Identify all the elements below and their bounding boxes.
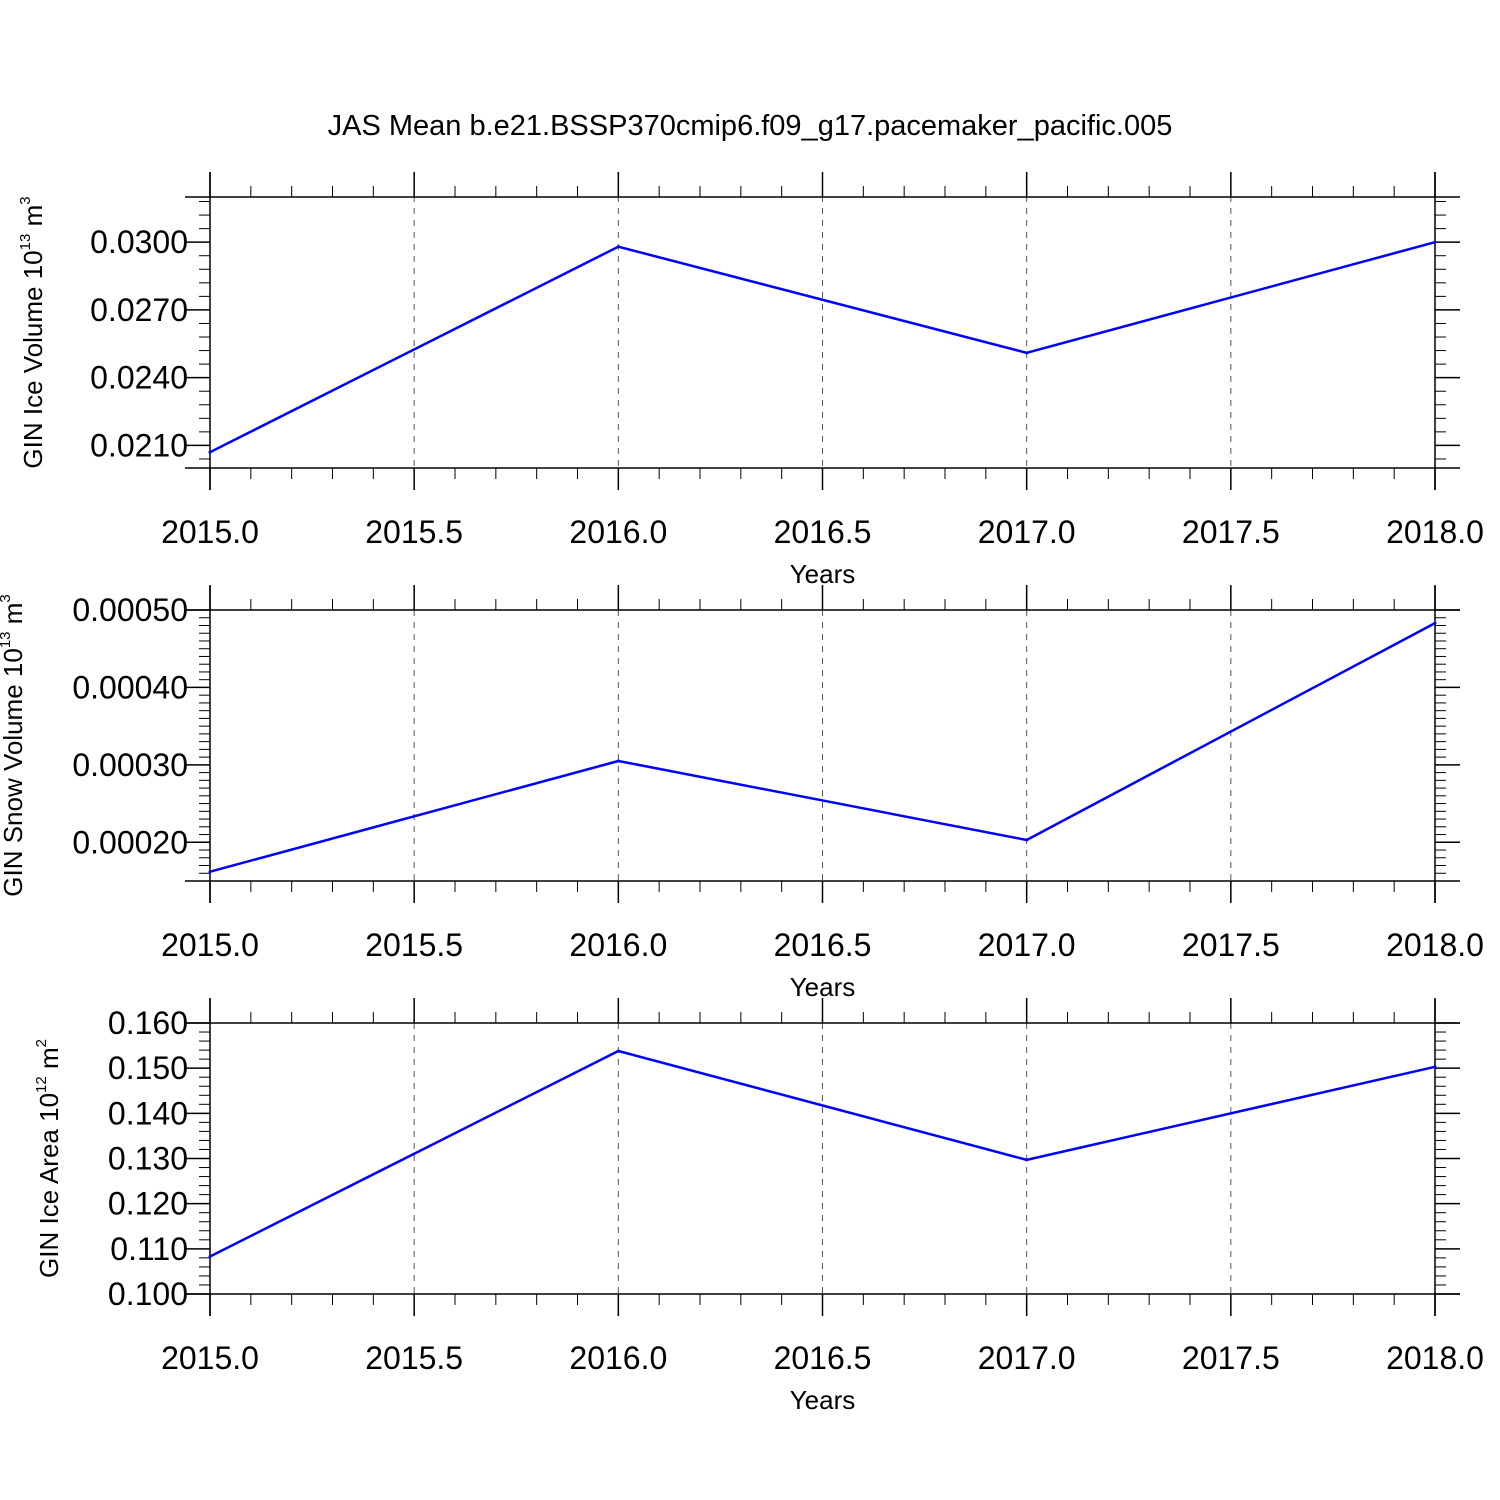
y-tick-label: 0.110 bbox=[110, 1231, 188, 1267]
x-tick-label: 2017.0 bbox=[978, 514, 1076, 550]
y-axis-title: GIN Ice Area 1012 m2 bbox=[33, 1039, 64, 1278]
series-line bbox=[209, 240, 1436, 454]
data-point bbox=[1025, 838, 1029, 842]
x-tick-label: 2017.5 bbox=[1182, 514, 1280, 550]
y-axis-title-text: GIN Snow Volume 10 bbox=[0, 648, 28, 897]
y-axis-title: GIN Snow Volume 1013 m3 bbox=[0, 594, 28, 897]
x-axis-title: Years bbox=[790, 972, 856, 1002]
y-tick-label: 0.0300 bbox=[90, 224, 188, 260]
data-point bbox=[208, 1255, 212, 1259]
y-axis-title-text: GIN Ice Volume 10 bbox=[18, 250, 48, 468]
y-tick-label: 0.100 bbox=[108, 1276, 188, 1312]
chart-panel-2: 2015.0 2015.5 2016.0 2016.5 2017.0 2017.5 2018… bbox=[0, 585, 1484, 1002]
x-tick-label: 2016.0 bbox=[569, 1340, 667, 1376]
panels: 2015.0 2015.5 2016.0 2016.5 2017.0 2017.5 2018… bbox=[0, 172, 1484, 1415]
x-tick-label: 2017.0 bbox=[978, 1340, 1076, 1376]
x-axis-title: Years bbox=[790, 1385, 856, 1415]
data-point bbox=[616, 759, 620, 763]
x-tick-label: 2015.0 bbox=[161, 1340, 259, 1376]
y-tick-label: 0.140 bbox=[108, 1095, 188, 1131]
y-axis-title-unit: m bbox=[0, 603, 28, 632]
x-tick-label: 2016.5 bbox=[774, 927, 872, 963]
x-tick-label: 2017.5 bbox=[1182, 927, 1280, 963]
x-axis-title: Years bbox=[790, 559, 856, 589]
x-tick-label: 2018.0 bbox=[1386, 514, 1484, 550]
data-point bbox=[1025, 1158, 1029, 1162]
y-tick-label: 0.0270 bbox=[90, 292, 188, 328]
y-tick-label: 0.130 bbox=[108, 1141, 188, 1177]
x-tick-label: 2015.0 bbox=[161, 927, 259, 963]
x-tick-label: 2017.5 bbox=[1182, 1340, 1280, 1376]
y-axis-title-exp1: 13 bbox=[17, 234, 34, 251]
y-tick-label: 0.00050 bbox=[72, 592, 188, 628]
data-point bbox=[1433, 621, 1437, 625]
x-tick-label: 2017.0 bbox=[978, 927, 1076, 963]
chart-panel-1: 2015.0 2015.5 2016.0 2016.5 2017.0 2017.5 2018… bbox=[17, 172, 1484, 589]
y-tick-label: 0.0210 bbox=[90, 427, 188, 463]
data-point bbox=[616, 245, 620, 249]
y-tick-label: 0.150 bbox=[108, 1050, 188, 1086]
y-axis-title-unit: m bbox=[34, 1047, 64, 1076]
y-tick-label: 0.00020 bbox=[72, 824, 188, 860]
data-point bbox=[208, 870, 212, 874]
data-point bbox=[208, 450, 212, 454]
x-tick-label: 2015.0 bbox=[161, 514, 259, 550]
x-tick-label: 2015.5 bbox=[365, 927, 463, 963]
y-axis-title-exp2: 3 bbox=[0, 594, 14, 602]
x-tick-label: 2016.0 bbox=[569, 927, 667, 963]
x-tick-label: 2016.0 bbox=[569, 514, 667, 550]
x-tick-label: 2015.5 bbox=[365, 514, 463, 550]
x-tick-label: 2015.5 bbox=[365, 1340, 463, 1376]
y-tick-label: 0.00040 bbox=[72, 669, 188, 705]
x-tick-label: 2016.5 bbox=[774, 514, 872, 550]
figure-title: JAS Mean b.e21.BSSP370cmip6.f09_g17.pace… bbox=[328, 110, 1173, 142]
series-line bbox=[209, 622, 1436, 873]
y-axis-title-text: GIN Ice Area 10 bbox=[34, 1093, 64, 1278]
y-axis-title: GIN Ice Volume 1013 m3 bbox=[17, 196, 48, 468]
y-axis-title-unit: m bbox=[18, 205, 48, 234]
x-tick-label: 2018.0 bbox=[1386, 1340, 1484, 1376]
y-axis-title-exp1: 13 bbox=[0, 631, 14, 648]
y-tick-label: 0.00030 bbox=[72, 747, 188, 783]
y-axis-title-exp2: 2 bbox=[33, 1039, 50, 1047]
series-line bbox=[209, 1049, 1436, 1258]
y-tick-label: 0.160 bbox=[108, 1005, 188, 1041]
y-tick-label: 0.120 bbox=[108, 1186, 188, 1222]
chart-panel-3: 2015.0 2015.5 2016.0 2016.5 2017.0 2017.5 2018… bbox=[33, 998, 1484, 1415]
y-axis-title-exp1: 12 bbox=[33, 1076, 50, 1093]
data-point bbox=[1025, 351, 1029, 355]
data-point bbox=[616, 1049, 620, 1053]
data-point bbox=[1433, 1065, 1437, 1069]
y-axis-title-exp2: 3 bbox=[17, 196, 34, 204]
y-tick-label: 0.0240 bbox=[90, 360, 188, 396]
data-point bbox=[1433, 240, 1437, 244]
x-tick-label: 2018.0 bbox=[1386, 927, 1484, 963]
x-tick-label: 2016.5 bbox=[774, 1340, 872, 1376]
